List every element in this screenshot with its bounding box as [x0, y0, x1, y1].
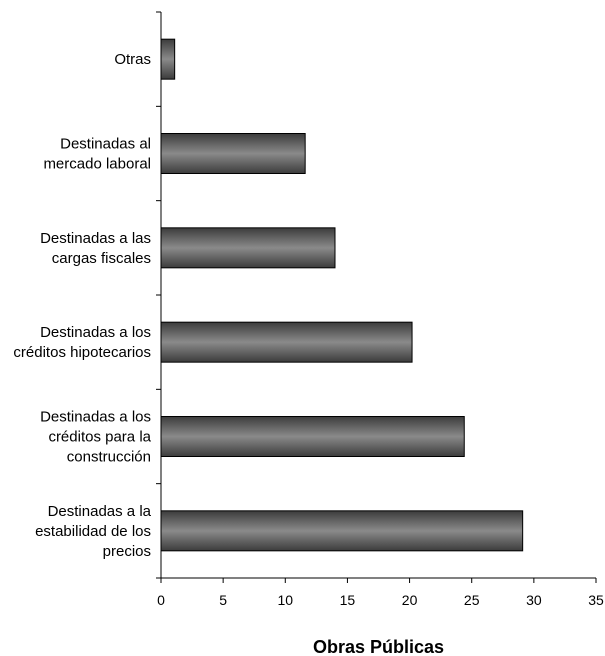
category-label-line: Destinadas al: [60, 136, 151, 153]
bar: [160, 321, 413, 363]
category-label-line: construcción: [67, 449, 151, 466]
category-label-line: cargas fiscales: [52, 250, 151, 267]
category-label: Otras: [114, 51, 151, 68]
bar: [160, 510, 524, 552]
x-tick-label: 20: [402, 592, 418, 608]
x-tick-label: 0: [157, 592, 165, 608]
bar: [160, 133, 306, 174]
x-tick-label: 10: [277, 592, 293, 608]
x-tick-label: 25: [464, 592, 480, 608]
category-label-line: créditos para la: [48, 429, 151, 446]
bar: [160, 416, 465, 457]
bar: [160, 38, 176, 80]
category-label-line: Destinadas a las: [40, 230, 151, 247]
x-axis-title: Obras Públicas: [313, 637, 444, 656]
category-label-line: Otras: [114, 51, 151, 68]
category-label-line: Destinadas a los: [40, 409, 151, 426]
category-label-line: Destinadas a los: [40, 324, 151, 341]
x-axis-ticks: 0 5 10 15 20 25 30 35: [156, 11, 604, 608]
category-label: Destinadas a la estabilidad de los precios: [35, 503, 152, 560]
category-label: Destinadas a los créditos para la construc…: [40, 409, 152, 466]
category-label-line: créditos hipotecarios: [13, 344, 151, 361]
category-label: Destinadas a las cargas fiscales: [40, 230, 151, 267]
x-tick-label: 35: [588, 592, 604, 608]
bar: [160, 227, 336, 269]
x-tick-label: 15: [340, 592, 356, 608]
category-label: Destinadas a los créditos hipotecarios: [13, 324, 151, 361]
bars-group: [160, 38, 524, 552]
category-label: Destinadas al mercado laboral: [43, 136, 151, 173]
category-label-line: Destinadas a la: [48, 503, 152, 520]
category-label-line: mercado laboral: [43, 156, 151, 173]
category-label-line: precios: [103, 543, 151, 560]
category-label-line: estabilidad de los: [35, 523, 151, 540]
x-tick-label: 5: [219, 592, 227, 608]
x-tick-label: 30: [526, 592, 542, 608]
